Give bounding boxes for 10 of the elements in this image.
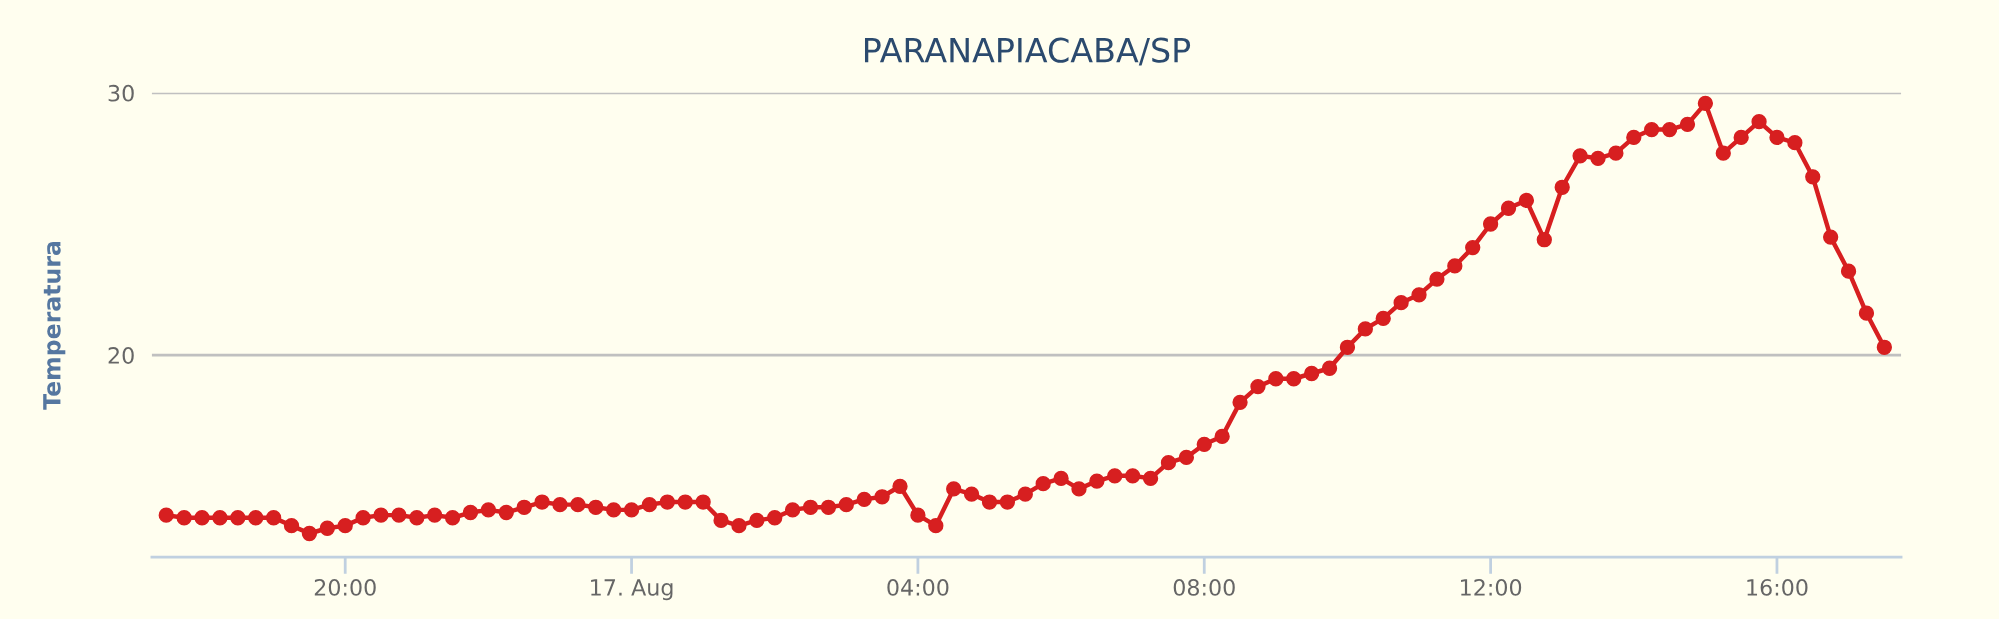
x-tick-label: 20:00: [314, 579, 376, 596]
x-tick-label: 04:00: [887, 579, 949, 596]
y-tick-label: 20: [108, 347, 134, 364]
chart-title: PARANAPIACABA/SP: [864, 37, 1191, 66]
y-axis-title: Temperatura: [43, 241, 66, 410]
x-tick-label: 12:00: [1461, 579, 1522, 596]
x-tick-label: 17. Aug: [591, 579, 673, 601]
x-tick-label: 08:00: [1173, 579, 1235, 596]
x-tick-label: 16:00: [1747, 579, 1808, 596]
y-tick-label: 30: [108, 84, 134, 102]
